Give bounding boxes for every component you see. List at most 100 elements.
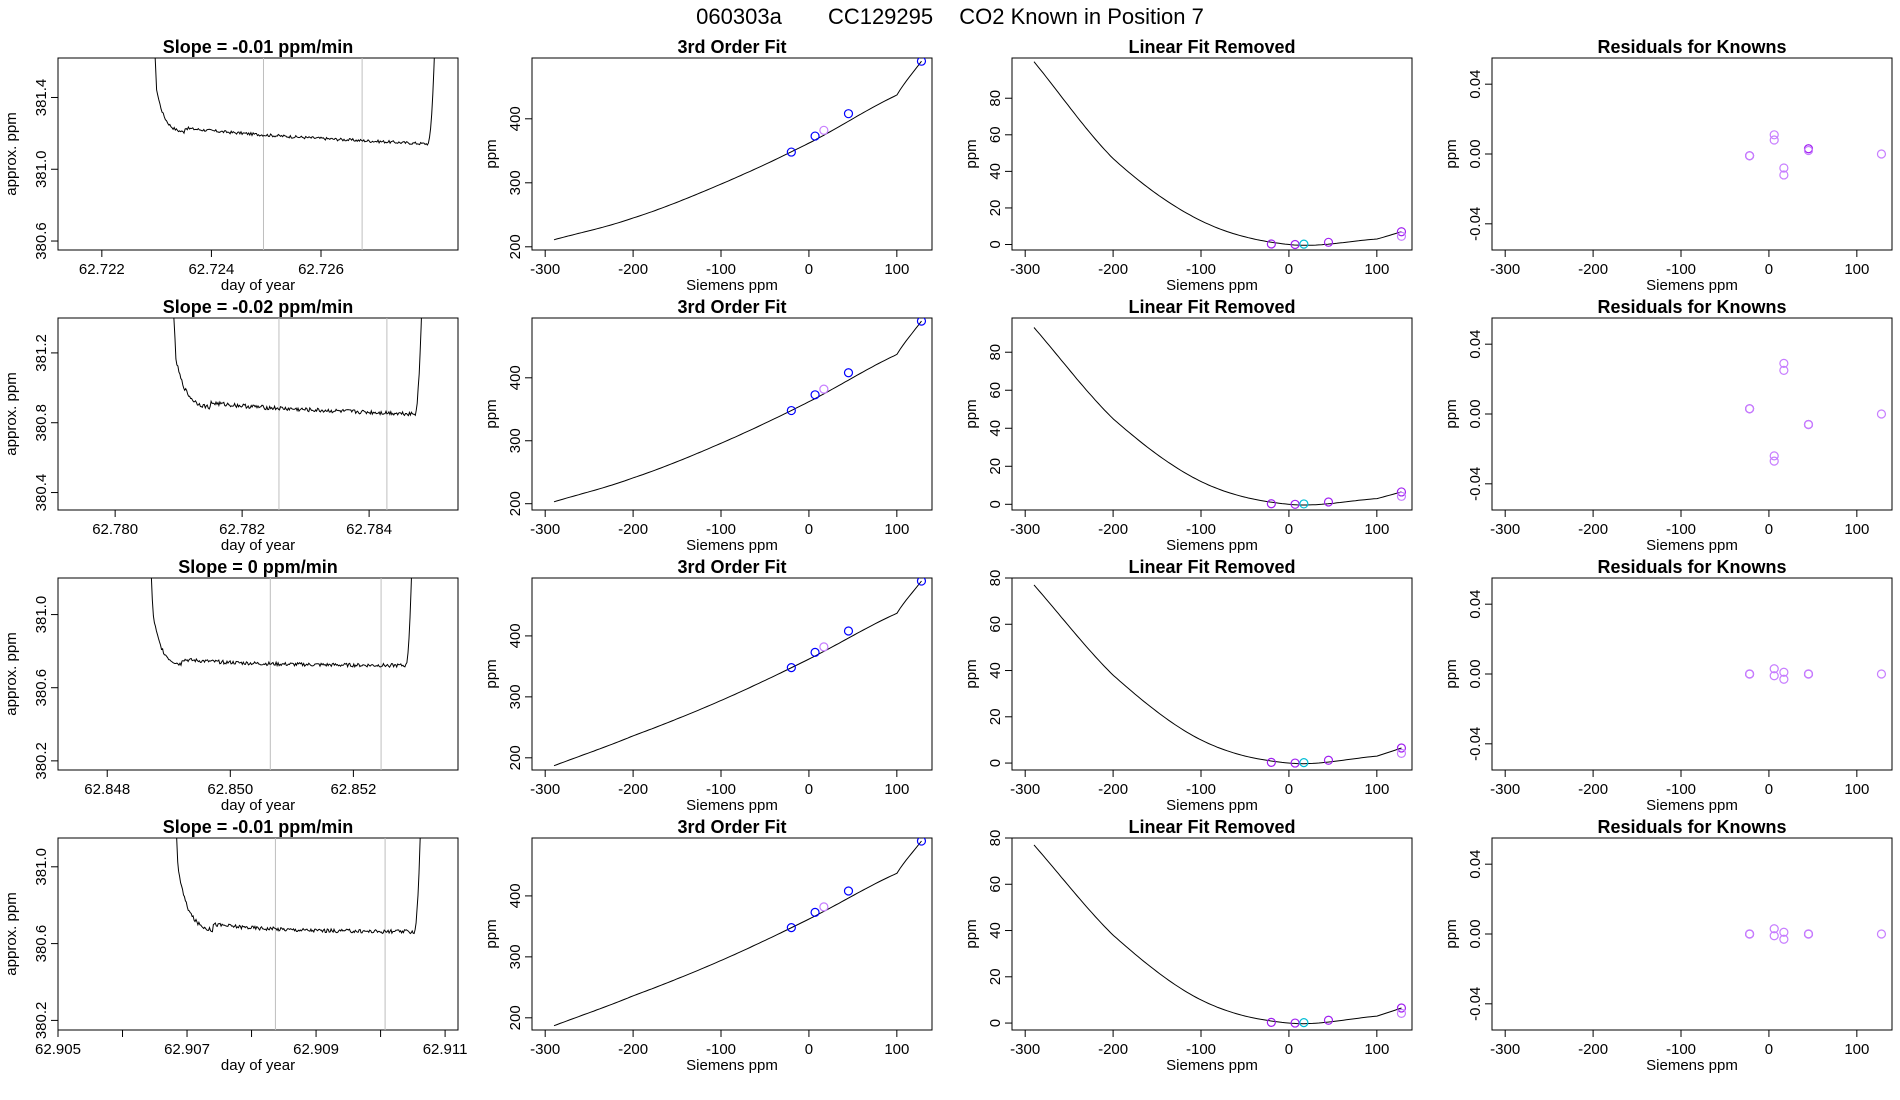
y-tick-label: 300 <box>507 684 524 709</box>
x-tick-label: -200 <box>1098 1041 1128 1058</box>
y-tick-label: 0.04 <box>1467 590 1484 619</box>
data-point <box>810 907 820 917</box>
plot-area <box>1744 924 1887 944</box>
x-tick-label: 0 <box>1285 1041 1293 1058</box>
y-tick-label: 60 <box>987 382 1004 399</box>
data-point <box>1779 927 1789 937</box>
data-point <box>1266 499 1276 509</box>
x-tick-label: 100 <box>1844 1041 1869 1058</box>
y-tick-label: -0.04 <box>1467 207 1484 241</box>
y-axis-label: ppm <box>963 919 980 948</box>
panel-grid: Slope = -0.01 ppm/min 62.722 62.724 62.726 3… <box>3 37 1893 1074</box>
x-tick-label: 0 <box>805 521 813 538</box>
x-tick-label: 100 <box>884 781 909 798</box>
plot-frame <box>531 837 933 1031</box>
data-point <box>1744 929 1755 939</box>
y-axis-label: ppm <box>1443 399 1460 428</box>
data-point <box>1396 748 1407 758</box>
data-point <box>1876 409 1887 419</box>
data-point <box>1779 674 1789 684</box>
data-point <box>1266 1017 1276 1027</box>
x-tick-label: -200 <box>1578 1041 1608 1058</box>
x-tick-label: -300 <box>1010 781 1040 798</box>
x-tick-label: 0 <box>1285 261 1293 278</box>
plot-frame <box>1011 317 1413 511</box>
y-axis-label: ppm <box>483 399 500 428</box>
chart-panel-r4c4: Residuals for Knowns -300 -200 -100 0 100 -0.0… <box>1443 817 1893 1074</box>
chart-panel-r4c3: Linear Fit Removed -300 -200 -100 0 100 0 20 40 6… <box>963 817 1413 1074</box>
y-tick-label: 80 <box>987 570 1004 587</box>
y-tick-label: 400 <box>507 883 524 908</box>
panel-title: Slope = -0.02 ppm/min <box>163 297 354 317</box>
plot-frame <box>57 317 459 511</box>
y-tick-label: 200 <box>507 1005 524 1030</box>
fit-curve <box>1033 584 1402 765</box>
figure-title-part-3: CO2 Known in Position 7 <box>959 4 1204 29</box>
x-tick-label: 0 <box>805 1041 813 1058</box>
data-point <box>843 109 854 119</box>
y-tick-label: 60 <box>987 876 1004 893</box>
x-tick-label: -300 <box>1490 521 1520 538</box>
plot-area <box>553 838 927 1027</box>
x-tick-label: -300 <box>530 261 560 278</box>
x-tick-label: 100 <box>884 261 909 278</box>
panel-title: Residuals for Knowns <box>1597 297 1786 317</box>
y-tick-label: 0.04 <box>1467 330 1484 359</box>
x-tick-label: -200 <box>618 1041 648 1058</box>
y-tick-label: 60 <box>987 126 1004 143</box>
x-tick-label: 62.780 <box>92 521 138 538</box>
y-tick-label: 20 <box>987 458 1004 475</box>
x-tick-label: -100 <box>706 521 736 538</box>
x-tick-label: -200 <box>618 261 648 278</box>
x-axis-label: Siemens ppm <box>1166 797 1258 814</box>
plot-area <box>150 578 412 770</box>
data-point <box>1396 491 1407 501</box>
y-axis-label: ppm <box>1443 919 1460 948</box>
fit-curve <box>553 840 922 1027</box>
y-axis-label: ppm <box>963 399 980 428</box>
panel-title: Linear Fit Removed <box>1128 297 1295 317</box>
y-tick-label: 380.4 <box>33 474 50 512</box>
data-point <box>1769 135 1779 145</box>
x-tick-label: -200 <box>618 521 648 538</box>
x-tick-label: -200 <box>1098 781 1128 798</box>
data-point <box>810 647 820 657</box>
panel-title: Residuals for Knowns <box>1597 817 1786 837</box>
panel-title: 3rd Order Fit <box>677 297 786 317</box>
data-point <box>1396 1003 1407 1013</box>
plot-frame <box>57 57 459 251</box>
y-tick-label: 40 <box>987 420 1004 437</box>
y-axis-label: ppm <box>963 139 980 168</box>
x-tick-label: -300 <box>530 521 560 538</box>
plot-area <box>553 318 927 503</box>
y-tick-label: 0.00 <box>1467 139 1484 168</box>
x-tick-label: 0 <box>805 261 813 278</box>
x-axis-label: Siemens ppm <box>1166 277 1258 294</box>
x-tick-label: -300 <box>530 1041 560 1058</box>
plot-area <box>553 578 927 767</box>
chart-panel-r2c4: Residuals for Knowns -300 -200 -100 0 100 -0.0… <box>1443 297 1893 554</box>
panel-title: Residuals for Knowns <box>1597 557 1786 577</box>
x-tick-label: -100 <box>1186 521 1216 538</box>
plot-area <box>1744 664 1887 684</box>
x-tick-label: 100 <box>884 521 909 538</box>
y-tick-label: -0.04 <box>1467 987 1484 1021</box>
data-point <box>1323 497 1334 507</box>
x-tick-label: 62.722 <box>79 261 125 278</box>
y-tick-label: 40 <box>987 662 1004 679</box>
plot-area <box>154 58 435 250</box>
data-point <box>1299 499 1309 509</box>
data-point <box>916 578 927 586</box>
data-point <box>1396 487 1407 497</box>
data-point <box>1396 1008 1407 1018</box>
data-point <box>1396 743 1407 753</box>
x-tick-label: -300 <box>530 781 560 798</box>
x-tick-label: 62.850 <box>207 781 253 798</box>
x-tick-label: 100 <box>1844 521 1869 538</box>
y-tick-label: 20 <box>987 968 1004 985</box>
data-point <box>1876 669 1887 679</box>
y-tick-label: 300 <box>507 944 524 969</box>
y-tick-label: 0.04 <box>1467 850 1484 879</box>
x-tick-label: -100 <box>1186 261 1216 278</box>
